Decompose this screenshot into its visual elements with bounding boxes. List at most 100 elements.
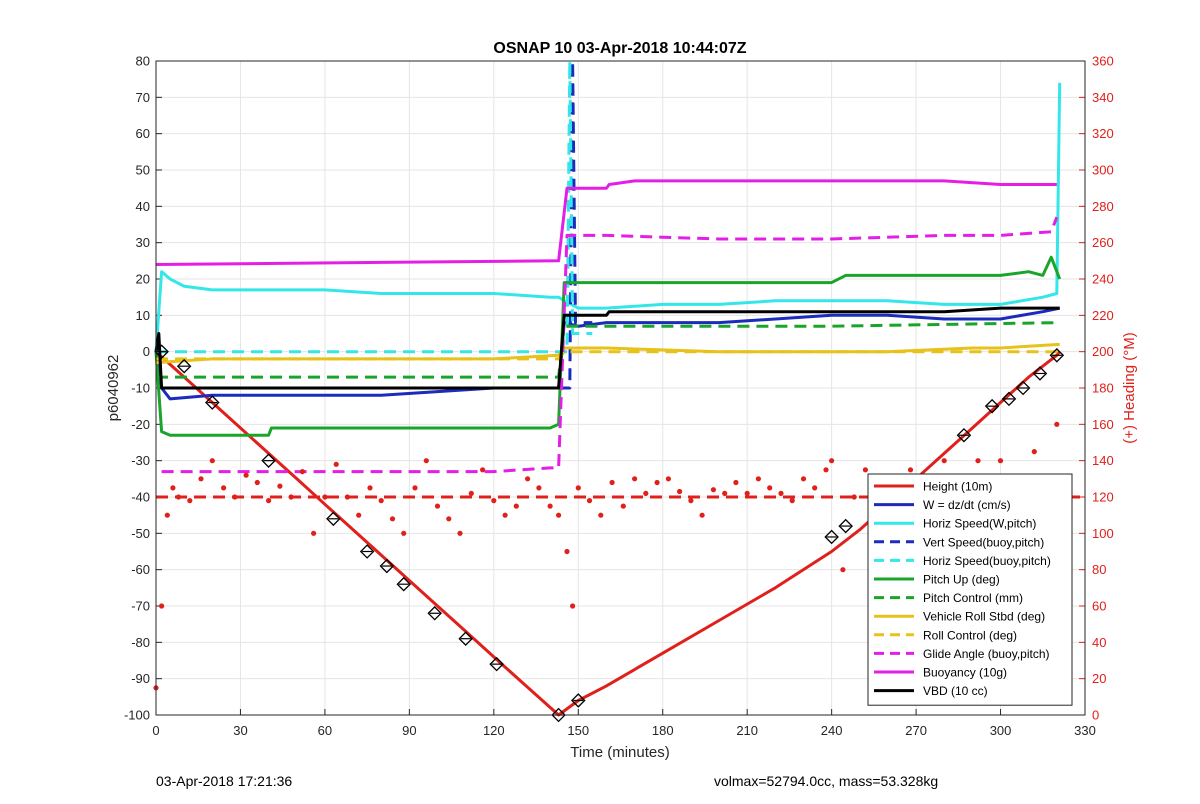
heading-point [941,458,947,464]
x-tick-label: 120 [483,723,505,738]
y-left-tick-label: 10 [136,308,150,323]
y-right-tick-label: 200 [1092,344,1114,359]
heading-point [159,603,165,609]
series-line-3 [558,59,593,390]
series-line-5 [154,255,1062,437]
x-tick-label: 270 [905,723,927,738]
heading-point [654,479,660,486]
height-marker [396,576,412,592]
y-left-tick-label: -60 [131,562,150,577]
heading-point [491,498,497,504]
height-marker [489,656,504,672]
y-right-tick-label: 220 [1092,308,1114,323]
heading-point [688,498,694,504]
heading-point [744,490,750,496]
heading-point [643,490,649,496]
heading-point [767,485,773,491]
y-right-tick-label: 80 [1092,562,1106,577]
y-right-tick-label: 20 [1092,671,1106,686]
footer-date: 03-Apr-2018 17:21:36 [156,773,293,789]
heading-point [513,503,519,509]
legend-label: Pitch Up (deg) [923,573,1000,587]
height-marker [956,427,972,443]
y-left-tick-label: 40 [136,199,150,214]
y-left-tick-label: -10 [131,381,150,396]
chart: 0 30 60 90 120 150 180 210 240 270 300 330-100-90-8… [105,40,1138,761]
y-left-tick-label: 20 [136,272,150,287]
heading-point [733,479,739,486]
heading-point [800,476,807,482]
heading-point [789,498,795,504]
y-left-tick-label: -80 [131,635,150,650]
y-left-tick-label: 30 [136,235,150,250]
heading-point [823,467,829,473]
height-marker [427,605,442,621]
y-right-tick-label: 320 [1092,126,1114,141]
legend-label: W = dz/dt (cm/s) [923,498,1011,512]
heading-point [175,494,182,500]
heading-point [502,512,508,518]
heading-point [480,467,486,473]
series-line-4 [156,59,593,354]
heading-point [412,485,418,491]
y-left-tick-label: -70 [131,599,150,614]
marker-layer [154,344,1065,723]
y-right-tick-label: 60 [1092,599,1106,614]
y-right-tick-label: 300 [1092,163,1114,178]
legend-label: Roll Control (deg) [923,628,1017,642]
heading-point [851,494,857,500]
heading-point [288,494,294,500]
heading-point [609,479,615,486]
heading-point [423,458,429,464]
heading-point [254,479,260,486]
legend-label: Glide Angle (buoy,pitch) [923,647,1050,661]
y-left-tick-label: 80 [136,54,150,69]
height-marker [1015,380,1031,396]
heading-point [356,512,362,518]
legend-label: Horiz Speed(W,pitch) [923,517,1036,531]
x-axis-label: Time (minutes) [570,744,669,761]
heading-point [829,458,835,464]
footer-summary: volmax=52794.0cc, mass=53.328kg [714,773,939,789]
heading-point [401,530,407,536]
y-axis-label-left: p6040962 [105,355,122,422]
height-marker [1001,391,1017,407]
series-layer [154,59,1062,717]
heading-point [378,498,384,504]
x-tick-label: 300 [990,723,1012,738]
height-marker [205,395,220,410]
legend: Height (10m) W = dz/dt (cm/s) Horiz Speed(… [867,473,1073,706]
y-left-tick-label: 60 [136,126,150,141]
heading-point [598,512,604,518]
heading-point [333,461,339,467]
heading-point [575,485,581,491]
heading-point [170,485,176,491]
x-tick-label: 150 [567,723,589,738]
y-left-tick-label: -30 [131,453,150,468]
x-tick-label: 90 [402,723,416,738]
x-tick-label: 210 [736,723,758,738]
heading-point [468,490,474,496]
height-marker [551,707,566,723]
legend-label: Vehicle Roll Stbd (deg) [923,610,1045,624]
axes: 0 30 60 90 120 150 180 210 240 270 300 330-100-90-8… [124,54,1114,739]
y-right-tick-label: 280 [1092,199,1114,214]
y-right-tick-label: 100 [1092,526,1114,541]
height-marker [154,344,169,359]
y-right-tick-label: 260 [1092,235,1114,250]
y-axis-label-right: (+) Heading (°M) [1121,332,1138,443]
heading-point [570,603,576,609]
heading-point [564,548,570,555]
y-right-tick-label: 160 [1092,417,1114,432]
y-right-tick-label: 140 [1092,453,1114,468]
heading-point [862,467,869,473]
series-line-9 [161,216,1059,474]
x-tick-label: 330 [1074,723,1096,738]
heading-point [907,467,914,473]
y-right-tick-label: 240 [1092,272,1114,287]
heading-point [632,476,638,482]
heading-point [556,512,562,518]
height-marker [261,453,276,468]
heading-point [586,498,593,504]
heading-point [232,494,238,500]
